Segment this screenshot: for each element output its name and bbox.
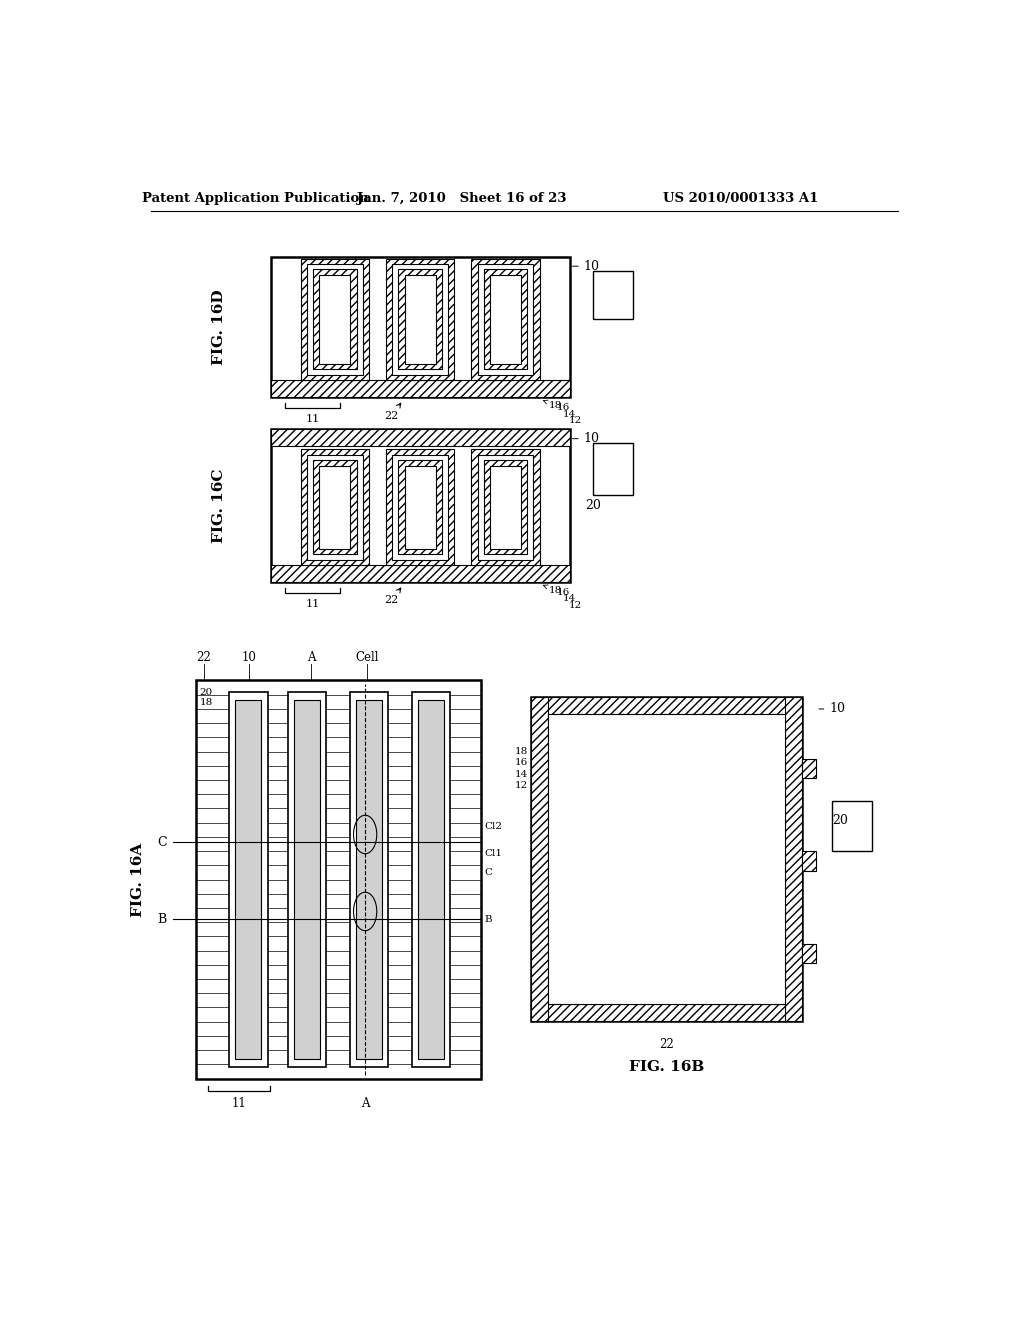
Text: 10: 10 (242, 651, 256, 664)
Text: 11: 11 (305, 414, 319, 424)
Bar (228, 692, 267, 1067)
Bar (386, 259, 455, 380)
Bar (313, 461, 356, 554)
Bar (471, 259, 540, 380)
Bar (593, 271, 633, 318)
Text: 22: 22 (384, 589, 400, 606)
Text: 20: 20 (200, 688, 213, 697)
Text: FIG. 16D: FIG. 16D (212, 289, 225, 364)
Bar (477, 455, 534, 560)
Text: 12: 12 (515, 781, 528, 791)
Text: FIG. 16A: FIG. 16A (131, 842, 145, 916)
Bar (386, 449, 455, 565)
Text: B: B (484, 915, 493, 924)
Text: Patent Application Publication: Patent Application Publication (142, 191, 370, 205)
Bar (301, 449, 369, 565)
Text: Cl2: Cl2 (484, 822, 503, 832)
Bar (531, 697, 802, 714)
Bar (531, 697, 548, 1020)
Bar (307, 455, 362, 560)
Bar (271, 565, 569, 582)
Bar (831, 801, 872, 851)
Bar (392, 455, 449, 560)
Text: 12: 12 (569, 601, 583, 610)
Text: 14: 14 (563, 594, 577, 603)
Text: 22: 22 (384, 404, 400, 421)
Bar (802, 944, 816, 964)
Bar (271, 429, 569, 446)
Text: 16: 16 (557, 589, 569, 597)
Text: 10: 10 (572, 260, 600, 273)
Bar (412, 692, 451, 1067)
Text: A: A (360, 1097, 370, 1110)
Text: 22: 22 (197, 651, 211, 664)
Text: 16: 16 (557, 404, 569, 412)
Bar (548, 714, 785, 1003)
Text: 10: 10 (819, 702, 846, 715)
Text: 14: 14 (563, 409, 577, 418)
Bar (313, 269, 356, 370)
Bar (531, 1005, 802, 1020)
Bar (531, 697, 802, 1020)
Bar (418, 700, 444, 1059)
Text: 11: 11 (305, 599, 319, 609)
Bar (234, 700, 261, 1059)
Bar (404, 466, 435, 549)
Text: A: A (306, 651, 315, 664)
Bar (288, 692, 327, 1067)
Text: Cl1: Cl1 (484, 849, 503, 858)
Bar (483, 269, 527, 370)
Bar (785, 697, 802, 1020)
Bar (392, 264, 449, 375)
Bar (319, 466, 350, 549)
Text: 20: 20 (831, 814, 848, 828)
Bar (477, 264, 534, 375)
Text: C: C (484, 869, 493, 878)
Bar (483, 461, 527, 554)
Text: 18: 18 (515, 747, 528, 756)
Bar (802, 851, 816, 871)
Bar (489, 466, 521, 549)
Text: 10: 10 (572, 432, 600, 445)
Bar (307, 264, 362, 375)
Bar (356, 700, 382, 1059)
Bar (197, 681, 480, 1078)
Text: 14: 14 (515, 770, 528, 779)
Text: US 2010/0001333 A1: US 2010/0001333 A1 (663, 191, 818, 205)
Bar (802, 759, 816, 779)
Bar (271, 380, 569, 397)
Bar (294, 700, 321, 1059)
Text: C: C (157, 836, 167, 849)
Bar (319, 275, 350, 364)
Bar (271, 429, 569, 582)
Text: Cell: Cell (355, 651, 379, 664)
Text: FIG. 16C: FIG. 16C (212, 469, 225, 543)
Text: 11: 11 (231, 1097, 246, 1110)
Text: 12: 12 (569, 416, 583, 425)
Bar (349, 692, 388, 1067)
Text: 20: 20 (586, 499, 601, 512)
Text: 22: 22 (659, 1038, 674, 1051)
Bar (271, 257, 569, 397)
Text: 18: 18 (544, 585, 562, 595)
Text: FIG. 16B: FIG. 16B (629, 1060, 705, 1074)
Text: 18: 18 (544, 400, 562, 411)
Bar (489, 275, 521, 364)
Text: B: B (158, 912, 167, 925)
Bar (398, 269, 442, 370)
Bar (301, 259, 369, 380)
Bar (398, 461, 442, 554)
Text: 16: 16 (515, 759, 528, 767)
Text: 18: 18 (200, 697, 213, 706)
Bar (593, 442, 633, 495)
Bar (404, 275, 435, 364)
Text: Jan. 7, 2010   Sheet 16 of 23: Jan. 7, 2010 Sheet 16 of 23 (356, 191, 566, 205)
Bar (471, 449, 540, 565)
